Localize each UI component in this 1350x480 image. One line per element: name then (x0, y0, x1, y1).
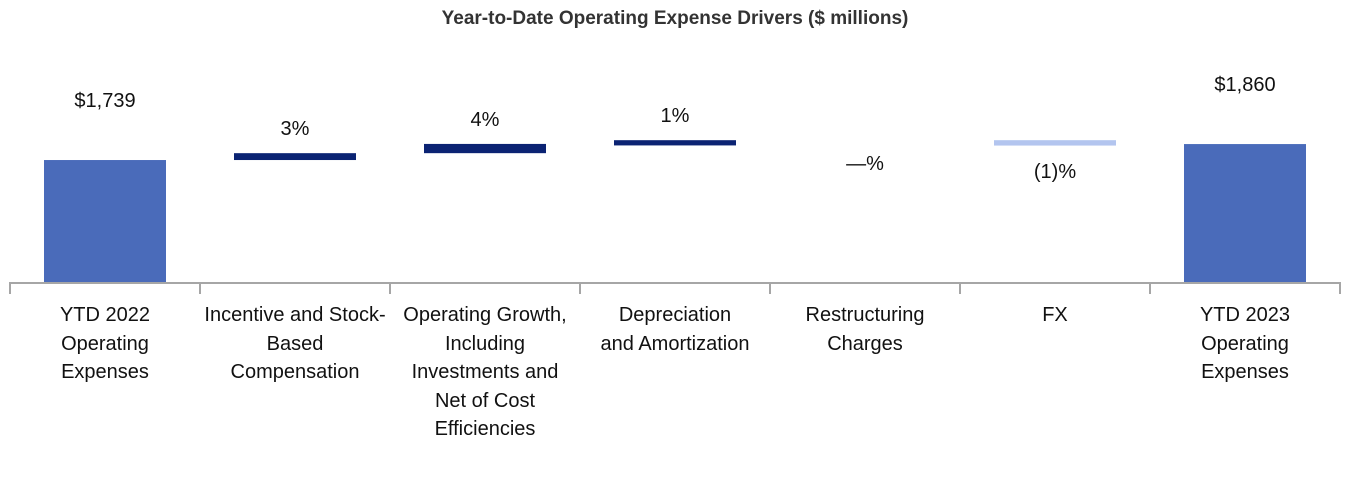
data-label: $1,860 (1214, 74, 1276, 97)
chart-title: Year-to-Date Operating Expense Drivers (… (441, 8, 909, 29)
bar-6 (1184, 144, 1306, 282)
category-label: FX (1042, 304, 1068, 326)
category-label: Operating Growth, Including Investments … (403, 304, 567, 440)
data-label: 1% (660, 105, 690, 128)
bar-0 (44, 160, 166, 282)
category-label: Incentive and Stock-Based Compensation (204, 304, 386, 383)
data-label: 4% (470, 108, 500, 131)
category-label: Depreciation and Amortization (600, 304, 750, 355)
bar-1 (234, 153, 356, 161)
category-label: YTD 2023 Operating Expenses (1199, 304, 1291, 383)
category-label: YTD 2022 Operating Expenses (59, 304, 151, 383)
data-label: —% (846, 152, 884, 175)
data-label: 3% (280, 118, 310, 141)
bar-2 (424, 143, 546, 154)
category-label: Restructuring Charges (805, 304, 925, 355)
bar-3 (614, 140, 736, 146)
data-label: $1,739 (74, 90, 136, 113)
bar-5 (994, 140, 1116, 146)
data-label: (1)% (1033, 160, 1077, 183)
